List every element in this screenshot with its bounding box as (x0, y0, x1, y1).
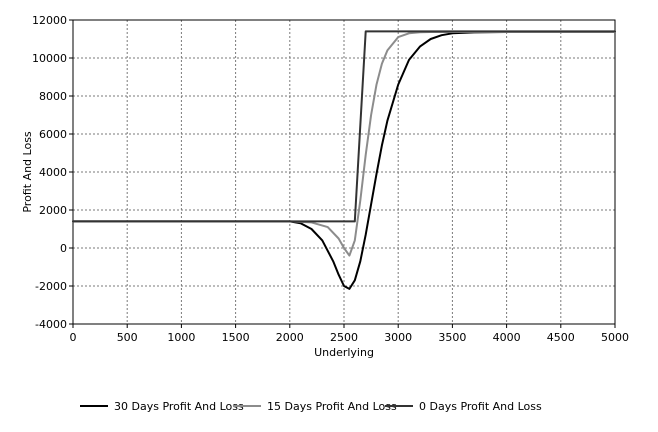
x-tick-label: 0 (70, 331, 77, 344)
y-tick-label: 2000 (39, 204, 67, 217)
x-tick-label: 2500 (330, 331, 358, 344)
y-tick-label: 0 (60, 242, 67, 255)
series-lines (72, 30, 616, 290)
legend: 30 Days Profit And Loss 15 Days Profit An… (80, 400, 542, 413)
x-tick-label: 2000 (276, 331, 304, 344)
x-tick-label: 1500 (222, 331, 250, 344)
y-tick-label: -4000 (35, 318, 67, 331)
x-tick-label: 3000 (384, 331, 412, 344)
x-axis-title: Underlying (314, 346, 374, 359)
series-line-3 (72, 30, 616, 223)
series-line-1 (72, 31, 616, 290)
grid (73, 20, 615, 324)
y-tick-label: 12000 (32, 14, 67, 27)
y-tick-label: 6000 (39, 128, 67, 141)
x-tick-label: 1000 (167, 331, 195, 344)
x-tick-label: 500 (117, 331, 138, 344)
y-tick-label: -2000 (35, 280, 67, 293)
legend-label: 30 Days Profit And Loss (114, 400, 244, 413)
x-tick-label: 4000 (493, 331, 521, 344)
legend-label: 15 Days Profit And Loss (267, 400, 397, 413)
x-tick-label: 5000 (601, 331, 629, 344)
y-tick-label: 8000 (39, 90, 67, 103)
y-tick-label: 10000 (32, 52, 67, 65)
x-tick-label: 3500 (438, 331, 466, 344)
axis-ticks: 0 500 1000 1500 2000 2500 3000 3500 4000 4500 5000… (32, 14, 629, 344)
y-axis-title: Profit And Loss (21, 131, 34, 213)
legend-label: 0 Days Profit And Loss (419, 400, 542, 413)
x-tick-label: 4500 (547, 331, 575, 344)
y-tick-label: 4000 (39, 166, 67, 179)
